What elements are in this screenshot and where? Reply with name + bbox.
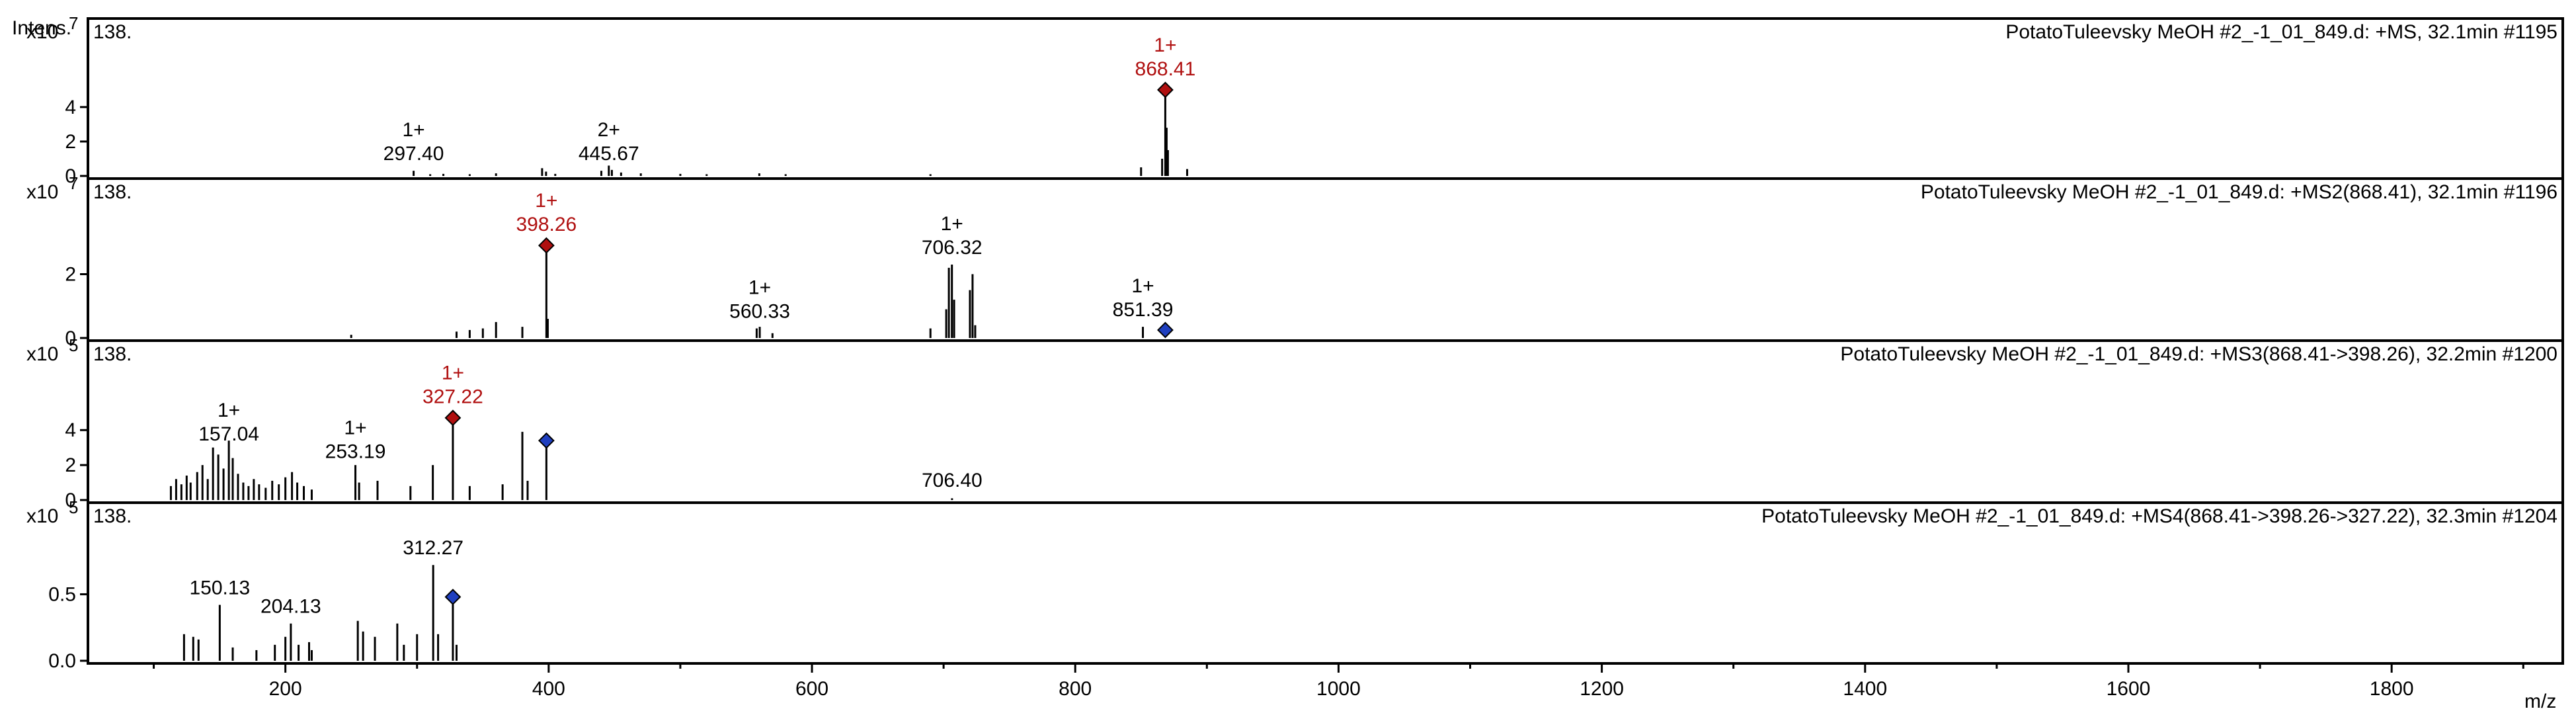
peak-charge-label: 1+ (344, 417, 366, 439)
x-tick-label: 600 (795, 678, 828, 700)
y-exponent-label: x10 (26, 21, 58, 43)
y-tick-label: 2 (65, 454, 76, 476)
selected-precursor-diamond (538, 237, 555, 254)
panel-ms4: 138. PotatoTuleevsky MeOH #2_-1_01_849.d:… (26, 497, 2564, 672)
y-tick-label: 4 (65, 97, 76, 118)
panel-header: PotatoTuleevsky MeOH #2_-1_01_849.d: +MS… (1840, 343, 2557, 365)
panel-header: PotatoTuleevsky MeOH #2_-1_01_849.d: +MS… (2005, 21, 2557, 43)
y-exponent-label: x10 (26, 181, 58, 203)
spectrum-panels: 138. PotatoTuleevsky MeOH #2_-1_01_849.d:… (26, 13, 2564, 672)
corner-label: 138. (93, 21, 132, 43)
peak-mz-label: 157.04 (198, 423, 259, 445)
x-tick-label: 1800 (2370, 678, 2414, 700)
y-exponent-power: 7 (69, 173, 78, 193)
peak-mz-label: 706.40 (922, 470, 983, 491)
y-tick-label: 0 (65, 165, 76, 187)
x-tick-label: 800 (1059, 678, 1092, 700)
peak-mz-label: 398.26 (516, 214, 577, 235)
selected-precursor-diamond (1157, 81, 1174, 99)
peak-mz-label: 312.27 (403, 537, 463, 559)
corner-label: 138. (93, 505, 132, 527)
peak-mz-label: 204.13 (261, 596, 321, 618)
panel-ms1: 138. PotatoTuleevsky MeOH #2_-1_01_849.d:… (26, 13, 2564, 187)
panel-ms2: 138. PotatoTuleevsky MeOH #2_-1_01_849.d:… (26, 173, 2564, 349)
selected-precursor-diamond (444, 409, 462, 427)
peak-mz-label: 297.40 (383, 143, 444, 165)
panel-ms3: 138. PotatoTuleevsky MeOH #2_-1_01_849.d:… (26, 335, 2564, 511)
peak-charge-label: 2+ (598, 119, 620, 141)
x-axis-label: m/z (2524, 691, 2556, 712)
x-tick-label: 200 (269, 678, 302, 700)
peak-mz-label: 706.32 (922, 237, 983, 259)
peak-charge-label: 1+ (535, 190, 557, 212)
peak-charge-label: 1+ (748, 277, 771, 299)
panel-header: PotatoTuleevsky MeOH #2_-1_01_849.d: +MS… (1921, 181, 2557, 203)
parent-precursor-diamond (1157, 321, 1174, 339)
y-tick-label: 0 (65, 489, 76, 511)
corner-label: 138. (93, 181, 132, 203)
y-exponent-power: 5 (69, 335, 78, 355)
y-exponent-power: 7 (69, 13, 78, 33)
peak-charge-label: 1+ (941, 213, 963, 235)
y-exponent-label: x10 (26, 343, 58, 365)
y-tick-label: 2 (65, 264, 76, 286)
peak-mz-label: 253.19 (325, 441, 386, 462)
parent-precursor-diamond (538, 432, 555, 449)
peak-charge-label: 1+ (442, 362, 464, 384)
x-tick-label: 1200 (1580, 678, 1624, 700)
peak-charge-label: 1+ (402, 119, 424, 141)
x-tick-label: 1000 (1316, 678, 1361, 700)
y-tick-label: 0 (65, 327, 76, 349)
x-tick-label: 1600 (2107, 678, 2151, 700)
peak-mz-label: 150.13 (189, 577, 250, 599)
peak-mz-label: 445.67 (579, 143, 639, 165)
x-tick-label: 400 (532, 678, 565, 700)
y-tick-label: 0.5 (48, 583, 76, 605)
panel-frame (87, 501, 2564, 665)
peak-charge-label: 1+ (1154, 34, 1176, 56)
x-tick-label: 1400 (1843, 678, 1887, 700)
y-exponent-power: 5 (69, 497, 78, 517)
peak-charge-label: 1+ (1131, 275, 1154, 297)
corner-label: 138. (93, 343, 132, 365)
panel-header: PotatoTuleevsky MeOH #2_-1_01_849.d: +MS… (1761, 505, 2557, 527)
peak-mz-label: 327.22 (423, 386, 483, 408)
parent-precursor-diamond (444, 589, 462, 605)
x-axis: 200 400 600 800 1000 1200 1400 1600 1800 (153, 663, 2524, 700)
peak-mz-label: 560.33 (729, 301, 790, 323)
y-tick-label: 2 (65, 131, 76, 153)
y-exponent-label: x10 (26, 505, 58, 527)
y-tick-label: 4 (65, 419, 76, 441)
peak-mz-label: 851.39 (1113, 299, 1174, 321)
y-axis-title: Intens. (12, 17, 71, 39)
y-tick-label: 0.0 (48, 650, 76, 672)
peak-mz-label: 868.41 (1135, 58, 1196, 80)
peak-charge-label: 1+ (218, 400, 240, 421)
